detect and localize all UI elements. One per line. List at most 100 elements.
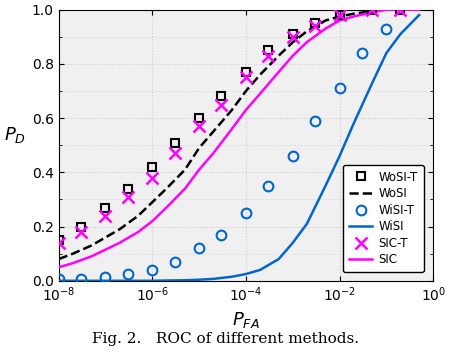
SIC-T [172, 151, 177, 156]
WiSI [416, 13, 422, 17]
SIC [211, 151, 216, 156]
SIC-T [243, 75, 249, 80]
Line: WiSI-T: WiSI-T [54, 24, 391, 284]
WiSI-T [149, 268, 155, 272]
WoSI [276, 54, 281, 58]
WiSI-T [78, 276, 84, 281]
SIC [243, 108, 249, 112]
SIC [229, 127, 234, 131]
WiSI-T [243, 211, 249, 215]
WoSI [56, 257, 61, 261]
WoSI [243, 89, 249, 93]
WiSI [323, 184, 328, 188]
SIC-T [56, 241, 61, 245]
SIC [398, 8, 403, 12]
WoSI [117, 227, 122, 231]
WoSI [351, 12, 356, 16]
WoSI [304, 29, 310, 33]
WiSI-T [359, 51, 364, 55]
Line: WiSI: WiSI [58, 15, 419, 281]
WiSI-T [384, 27, 389, 31]
WiSI [351, 121, 356, 126]
WiSI [243, 272, 249, 276]
SIC [337, 18, 342, 23]
WoSI [323, 18, 328, 23]
SIC-T [266, 54, 271, 58]
WoSI [135, 213, 141, 218]
X-axis label: $P_{FA}$: $P_{FA}$ [232, 310, 260, 330]
SIC [70, 261, 76, 265]
SIC-T [369, 8, 375, 12]
WiSI [117, 279, 122, 283]
WoSI [257, 73, 263, 77]
WoSI-T [172, 140, 177, 145]
SIC [416, 8, 422, 12]
WiSI [384, 51, 389, 55]
WiSI-T [125, 272, 130, 276]
WiSI [149, 279, 155, 283]
WiSI [398, 32, 403, 36]
WoSI [337, 14, 342, 19]
WoSI-T [125, 186, 130, 191]
SIC [135, 230, 141, 234]
Line: SIC: SIC [58, 10, 419, 267]
WoSI-T [196, 116, 202, 120]
WoSI-T [290, 32, 296, 36]
WiSI-T [56, 277, 61, 282]
SIC-T [219, 102, 224, 107]
SIC [117, 241, 122, 245]
WoSI [384, 8, 389, 12]
SIC [304, 40, 310, 44]
WoSI [211, 130, 216, 134]
WoSI-T [266, 48, 271, 53]
WoSI-T [219, 94, 224, 99]
SIC [257, 91, 263, 96]
WiSI [257, 268, 263, 272]
SIC-T [398, 8, 403, 12]
WiSI [70, 279, 76, 283]
WoSI [398, 8, 403, 12]
SIC-T [78, 230, 84, 234]
WiSI [290, 241, 296, 245]
SIC [89, 254, 94, 258]
SIC [196, 167, 202, 172]
WiSI-T [337, 86, 342, 90]
Line: SIC-T: SIC-T [53, 4, 406, 248]
WoSI-T [149, 165, 155, 169]
WoSI [89, 243, 94, 248]
SIC [369, 10, 375, 14]
SIC [384, 8, 389, 12]
SIC-T [125, 195, 130, 199]
WoSI [164, 186, 169, 191]
WoSI [229, 108, 234, 112]
Text: Fig. 2.   ROC of different methods.: Fig. 2. ROC of different methods. [91, 332, 359, 346]
SIC [103, 247, 108, 252]
WiSI [337, 154, 342, 158]
SIC [351, 14, 356, 19]
WiSI-T [103, 275, 108, 279]
SIC [290, 54, 296, 58]
SIC [323, 27, 328, 31]
WoSI-T [369, 8, 375, 12]
WiSI [276, 257, 281, 261]
WiSI [89, 279, 94, 283]
WiSI [304, 222, 310, 226]
WiSI-T [172, 260, 177, 264]
WoSI [70, 252, 76, 256]
SIC-T [103, 213, 108, 218]
WoSI [149, 200, 155, 204]
WiSI [135, 279, 141, 283]
SIC-T [337, 13, 342, 17]
WoSI-T [337, 13, 342, 17]
WoSI-T [78, 224, 84, 229]
SIC [164, 206, 169, 210]
SIC [56, 265, 61, 269]
SIC [149, 219, 155, 223]
WoSI [103, 235, 108, 239]
WoSI [182, 167, 188, 172]
WoSI [290, 40, 296, 44]
SIC [276, 70, 281, 74]
SIC-T [312, 24, 318, 28]
SIC-T [290, 35, 296, 39]
WiSI [229, 275, 234, 279]
